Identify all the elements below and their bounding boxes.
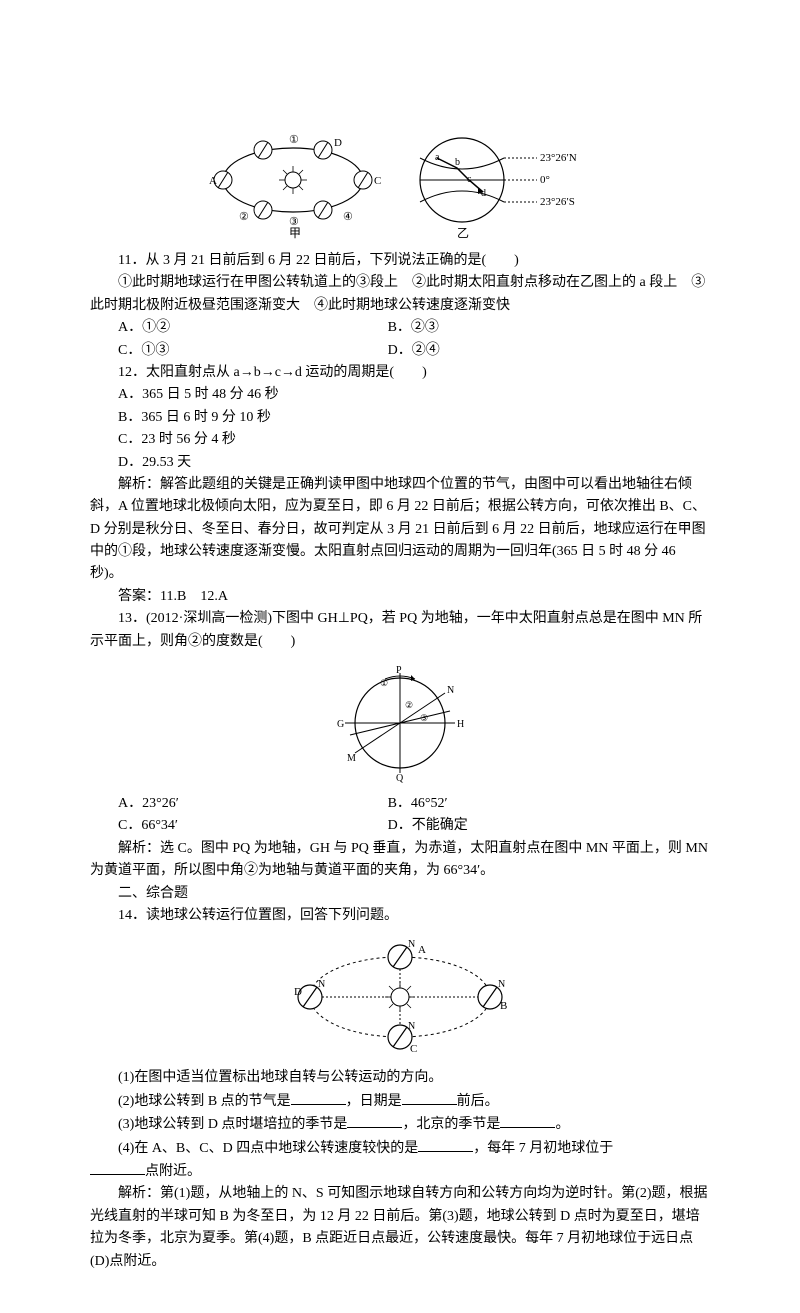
svg-text:D: D — [294, 986, 302, 998]
svg-text:②: ② — [405, 700, 413, 710]
q11-optB: B．②③ — [388, 317, 686, 339]
blank[interactable] — [347, 1113, 402, 1128]
q11-stem: 11．从 3 月 21 日前后到 6 月 22 日前后，下列说法正确的是( ) — [90, 250, 710, 272]
q12-optA: A．365 日 5 时 48 分 46 秒 — [90, 384, 710, 406]
label-C: C — [374, 175, 381, 187]
q14-stem: 14．读地球公转运行位置图，回答下列问题。 — [90, 905, 710, 927]
label-yi: 乙 — [457, 226, 469, 240]
svg-text:B: B — [500, 1000, 507, 1012]
q14-p4: (4)在 A、B、C、D 四点中地球公转速度较快的是 ，每年 7 月初地球位于点附… — [90, 1137, 710, 1184]
label-n4: ④ — [343, 211, 353, 223]
q14-p3a: (3)地球公转到 D 点时堪培拉的季节是 — [118, 1117, 347, 1132]
q14-p1: (1)在图中适当位置标出地球自转与公转运动的方向。 — [90, 1067, 710, 1089]
q13-opts-cd: C．66°34′ D．不能确定 — [90, 815, 710, 837]
figure-q13: P Q G H M N ① ② ③ — [90, 663, 710, 783]
svg-text:N: N — [318, 979, 325, 990]
lat-n: 23°26′N — [540, 152, 577, 164]
q13-optA: A．23°26′ — [90, 793, 388, 815]
svg-text:d: d — [481, 188, 486, 199]
q14-p4a: (4)在 A、B、C、D 四点中地球公转速度较快的是 — [118, 1141, 418, 1156]
q14-p4c: 点附近。 — [145, 1164, 201, 1179]
q11-statements: ①此时期地球运行在甲图公转轨道上的③段上 ②此时期太阳直射点移动在乙图上的 a … — [90, 272, 710, 317]
svg-text:A: A — [418, 944, 426, 956]
label-n2: ② — [239, 211, 249, 223]
q12-optB: B．365 日 6 时 9 分 10 秒 — [90, 407, 710, 429]
svg-text:H: H — [457, 719, 464, 730]
figure-jia-yi: A C D ① ② ③ ④ 甲 23°26′N 0° 23°26′S a b c… — [90, 130, 710, 240]
svg-text:①: ① — [380, 678, 388, 688]
q14-p3b: ，北京的季节是 — [402, 1117, 500, 1132]
q12-analysis: 解析：解答此题组的关键是正确判读甲图中地球四个位置的节气，由图中可以看出地轴往右… — [90, 474, 710, 586]
q14-p3: (3)地球公转到 D 点时堪培拉的季节是 ，北京的季节是 。 — [90, 1113, 710, 1136]
q12-stem: 12．太阳直射点从 a→b→c→d 运动的周期是( ) — [90, 362, 710, 384]
svg-text:M: M — [347, 753, 356, 764]
q11-optA: A．①② — [90, 317, 388, 339]
q14-p2c: 前后。 — [457, 1094, 499, 1109]
label-A: A — [209, 175, 217, 187]
label-D: D — [334, 137, 342, 149]
q14-analysis: 解析：第(1)题，从地轴上的 N、S 可知图示地球自转方向和公转方向均为逆时针。… — [90, 1183, 710, 1273]
sec2-title: 二、综合题 — [90, 883, 710, 905]
svg-text:N: N — [408, 939, 415, 950]
q13-optC: C．66°34′ — [90, 815, 388, 837]
q14-p2a: (2)地球公转到 B 点的节气是 — [118, 1094, 291, 1109]
blank[interactable] — [500, 1113, 555, 1128]
blank[interactable] — [418, 1137, 473, 1152]
lat-s: 23°26′S — [540, 196, 575, 208]
lat-0: 0° — [540, 174, 550, 186]
q14-p2b: ，日期是 — [346, 1094, 402, 1109]
q11-optD: D．②④ — [388, 340, 686, 362]
svg-text:P: P — [396, 665, 402, 676]
svg-text:N: N — [408, 1021, 415, 1032]
q11-opts-cd: C．①③ D．②④ — [90, 340, 710, 362]
blank[interactable] — [402, 1090, 457, 1105]
blank[interactable] — [291, 1090, 346, 1105]
svg-text:Q: Q — [396, 773, 404, 783]
label-jia: 甲 — [289, 226, 301, 240]
label-n1: ① — [289, 134, 299, 146]
blank[interactable] — [90, 1160, 145, 1175]
q13-optB: B．46°52′ — [388, 793, 686, 815]
q11-opts-ab: A．①② B．②③ — [90, 317, 710, 339]
q13-stem: 13．(2012·深圳高一检测)下图中 GH⊥PQ，若 PQ 为地轴，一年中太阳… — [90, 608, 710, 653]
figure-q14: N A N B N C D N — [90, 937, 710, 1057]
q11-optC: C．①③ — [90, 340, 388, 362]
q13-opts-ab: A．23°26′ B．46°52′ — [90, 793, 710, 815]
svg-text:C: C — [410, 1043, 417, 1055]
svg-text:G: G — [337, 719, 344, 730]
q14-p2: (2)地球公转到 B 点的节气是 ，日期是 前后。 — [90, 1090, 710, 1113]
svg-text:③: ③ — [420, 713, 428, 723]
svg-text:N: N — [498, 979, 505, 990]
q13-optD: D．不能确定 — [388, 815, 686, 837]
q14-p3c: 。 — [555, 1117, 569, 1132]
svg-text:N: N — [447, 685, 454, 696]
q14-p4b: ，每年 7 月初地球位于 — [473, 1141, 613, 1156]
q13-analysis: 解析：选 C。图中 PQ 为地轴，GH 与 PQ 垂直，为赤道，太阳直射点在图中… — [90, 838, 710, 883]
q12-answer: 答案：11.B 12.A — [90, 586, 710, 608]
q12-optC: C．23 时 56 分 4 秒 — [90, 429, 710, 451]
svg-text:b: b — [455, 157, 460, 168]
q12-optD: D．29.53 天 — [90, 452, 710, 474]
